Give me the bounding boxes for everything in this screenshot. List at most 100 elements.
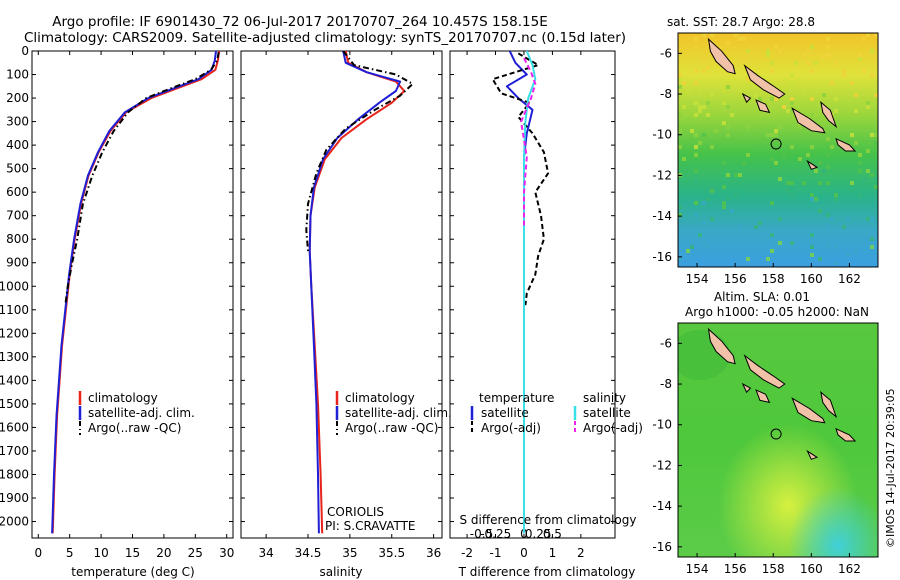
sst-pixel bbox=[754, 233, 758, 237]
salinity-lines bbox=[305, 51, 414, 534]
sst-pixel bbox=[826, 53, 830, 57]
annotation-pi: PI: S.CRAVATTE bbox=[325, 519, 416, 533]
series-line-salinity-satellite bbox=[523, 51, 537, 534]
sst-pixel bbox=[686, 89, 690, 93]
sst-pixel bbox=[790, 181, 794, 185]
sst-pixel bbox=[758, 237, 762, 241]
depth-tick-label: 100 bbox=[6, 68, 29, 82]
sst-pixel bbox=[710, 217, 714, 221]
sst-pixel bbox=[862, 177, 866, 181]
sst-pixel bbox=[718, 121, 722, 125]
x-tick-label: 20 bbox=[156, 546, 171, 560]
sst-pixel bbox=[818, 161, 822, 165]
sst-map-title: sat. SST: 28.7 Argo: 28.8 bbox=[667, 15, 815, 29]
sst-pixel bbox=[694, 45, 698, 49]
sst-pixel bbox=[826, 245, 830, 249]
sst-pixel bbox=[722, 161, 726, 165]
sst-pixel bbox=[706, 65, 710, 69]
sst-pixel bbox=[742, 57, 746, 61]
sst-pixel bbox=[858, 53, 862, 57]
island-shape bbox=[806, 449, 819, 460]
x-tick-label: 35 bbox=[342, 546, 357, 560]
sst-pixel bbox=[722, 101, 726, 105]
sst-pixel bbox=[770, 61, 774, 65]
sst-pixel bbox=[790, 241, 794, 245]
sst-pixel bbox=[854, 109, 858, 113]
imos-stamp: ©IMOS 14-Jul-2017 20:39:05 bbox=[884, 388, 897, 548]
series-line-temperature-satellite bbox=[505, 51, 534, 534]
sst-pixel bbox=[854, 141, 858, 145]
sst-pixel bbox=[730, 209, 734, 213]
sst-pixel bbox=[726, 125, 730, 129]
sst-pixel bbox=[678, 129, 682, 133]
sst-pixel bbox=[722, 201, 726, 205]
x-tick-label: -1 bbox=[490, 546, 502, 560]
sst-pixel bbox=[850, 81, 854, 85]
sst-pixel bbox=[790, 73, 794, 77]
island-shape bbox=[791, 107, 826, 134]
s-tick-label: -0.5 bbox=[470, 527, 493, 541]
sst-pixel bbox=[830, 217, 834, 221]
difference-y-ticks bbox=[450, 50, 615, 523]
sst-pixel bbox=[810, 97, 814, 101]
sst-pixel bbox=[694, 201, 698, 205]
sst-pixel bbox=[722, 205, 726, 209]
depth-tick-label: 1000 bbox=[0, 279, 29, 293]
sst-pixel bbox=[870, 237, 874, 241]
sst-pixel bbox=[870, 173, 874, 177]
lat-tick-label: -12 bbox=[652, 168, 672, 182]
sst-pixel bbox=[706, 197, 710, 201]
annotation-coriolis: CORIOLIS bbox=[327, 505, 384, 519]
s-tick-label: -0.25 bbox=[480, 527, 511, 541]
sst-pixel bbox=[786, 181, 790, 185]
legend-title-temperature: temperature bbox=[479, 391, 554, 405]
sst-pixel bbox=[702, 33, 706, 37]
sst-pixel bbox=[758, 97, 762, 101]
sst-pixel bbox=[754, 93, 758, 97]
sst-pixel bbox=[810, 233, 814, 237]
island-shape bbox=[707, 37, 736, 75]
sst-map: sat. SST: 28.7 Argo: 28.8 154 156 158 160 16… bbox=[652, 15, 879, 286]
sst-map-frame bbox=[677, 32, 879, 268]
sst-pixel bbox=[806, 61, 810, 65]
sst-pixel bbox=[814, 61, 818, 65]
x-tick-label: 30 bbox=[219, 546, 234, 560]
legend-title-salinity: salinity bbox=[583, 391, 626, 405]
sst-pixel bbox=[874, 141, 878, 145]
sst-pixel bbox=[770, 69, 774, 73]
difference-legend: temperature satellite Argo(-adj) salinit… bbox=[470, 391, 643, 435]
island-shape bbox=[791, 397, 826, 424]
sst-pixel bbox=[734, 173, 738, 177]
sst-pixel bbox=[834, 245, 838, 249]
sst-pixel bbox=[834, 109, 838, 113]
sst-islands bbox=[707, 37, 857, 170]
sst-pixel bbox=[686, 249, 690, 253]
sst-pixel bbox=[778, 49, 782, 53]
salinity-axes bbox=[240, 50, 443, 539]
sst-pixel bbox=[854, 249, 858, 253]
x-tick-label: 1 bbox=[549, 546, 557, 560]
temperature-axes bbox=[31, 50, 234, 539]
depth-tick-label: 500 bbox=[6, 162, 29, 176]
sst-pixel bbox=[678, 113, 682, 117]
sst-pixel bbox=[790, 109, 794, 113]
island-shape bbox=[741, 382, 752, 394]
sst-pixel bbox=[790, 145, 794, 149]
sst-pixel bbox=[810, 245, 814, 249]
x-tick-label: 0 bbox=[520, 546, 528, 560]
sst-pixel bbox=[774, 241, 778, 245]
lon-tick-label: 154 bbox=[686, 562, 709, 576]
sst-pixel bbox=[694, 213, 698, 217]
depth-tick-label: 1900 bbox=[0, 491, 29, 505]
sst-pixel bbox=[702, 69, 706, 73]
sst-pixel bbox=[678, 85, 682, 89]
salinity-x-ticks: 34 34.5 35 35.5 36 bbox=[258, 51, 441, 560]
series-line-temperature-argo-adj- bbox=[491, 52, 550, 306]
lon-tick-label: 160 bbox=[800, 272, 823, 286]
sst-pixel bbox=[850, 133, 854, 137]
x-tick-label: -2 bbox=[461, 546, 473, 560]
sst-pixel bbox=[698, 233, 702, 237]
sst-pixel bbox=[714, 129, 718, 133]
island-shape bbox=[835, 427, 857, 442]
